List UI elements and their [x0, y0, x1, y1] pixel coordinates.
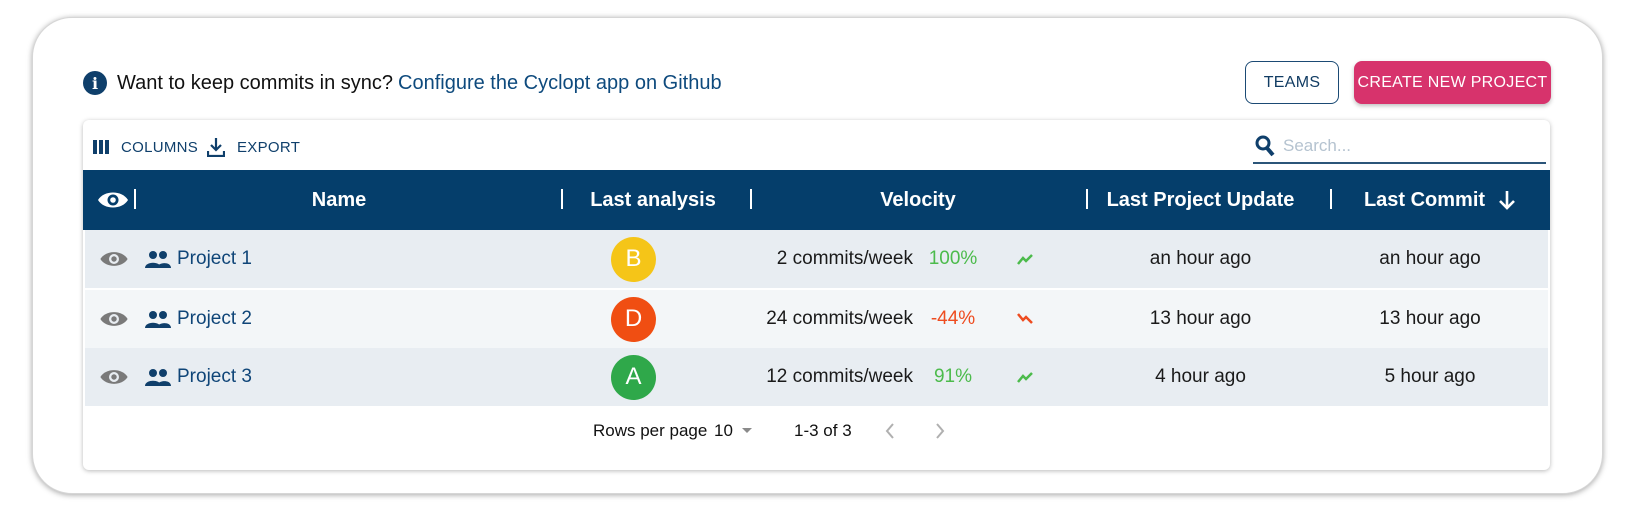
team-project-icon: [145, 290, 171, 348]
last-project-update: 4 hour ago: [1155, 366, 1246, 387]
column-separator: [134, 189, 136, 209]
project-name-link[interactable]: Project 3: [177, 366, 252, 387]
grade-badge: B: [611, 230, 656, 288]
column-separator: [1330, 189, 1332, 209]
people-icon: [145, 311, 171, 328]
last-commit: 13 hour ago: [1379, 308, 1481, 329]
velocity-change: 100%: [928, 248, 978, 269]
table-row[interactable]: Project 3 A 12 commits/week 91% 4 hour a…: [85, 348, 1548, 406]
column-separator: [561, 189, 563, 209]
team-project-icon: [145, 348, 171, 406]
grid-toolbar: COLUMNS EXPORT: [83, 120, 1550, 170]
team-project-icon: [145, 230, 171, 288]
create-new-project-button[interactable]: CREATE NEW PROJECT: [1354, 61, 1551, 104]
pagination: Rows per page 10 1-3 of 3: [83, 403, 1550, 458]
trending-up-icon: [1017, 230, 1033, 288]
next-page-button[interactable]: [933, 403, 947, 458]
search-input[interactable]: [1283, 136, 1533, 156]
export-button[interactable]: EXPORT: [207, 136, 300, 158]
page-range: 1-3 of 3: [794, 420, 852, 440]
last-project-update: 13 hour ago: [1149, 308, 1252, 329]
rows-per-page-select[interactable]: 10: [714, 403, 753, 458]
column-header-last-project-update[interactable]: Last Project Update: [1106, 188, 1295, 211]
column-separator: [750, 189, 752, 209]
table-header: Name Last analysis Velocity Last Project…: [83, 170, 1550, 230]
visibility-toggle[interactable]: [99, 230, 129, 288]
rows-per-page-label: Rows per page: [593, 420, 708, 440]
column-separator: [1086, 189, 1088, 209]
grade-letter: A: [611, 354, 656, 400]
velocity-change: 91%: [933, 366, 973, 387]
people-icon: [145, 251, 171, 268]
column-header-velocity[interactable]: Velocity: [880, 188, 956, 211]
grade-badge: D: [611, 290, 656, 348]
visibility-toggle[interactable]: [99, 290, 129, 348]
eye-icon: [98, 192, 128, 208]
trending-down-icon: [1017, 290, 1033, 348]
last-commit: an hour ago: [1379, 248, 1481, 269]
projects-grid: COLUMNS EXPORT Name Last analysis Veloci…: [83, 120, 1550, 470]
trending-up-icon: [1017, 348, 1033, 406]
chevron-right-icon: [936, 422, 945, 439]
eye-icon: [100, 370, 128, 384]
velocity-value: 2 commits/week: [776, 248, 913, 269]
caret-down-icon: [741, 427, 752, 433]
columns-button[interactable]: COLUMNS: [93, 136, 198, 158]
previous-page-button[interactable]: [883, 403, 897, 458]
project-name-link[interactable]: Project 2: [177, 308, 252, 329]
search-box: [1253, 130, 1546, 164]
columns-label: COLUMNS: [121, 138, 199, 156]
eye-icon: [100, 252, 128, 266]
velocity-value: 24 commits/week: [766, 308, 913, 329]
people-icon: [145, 369, 171, 386]
column-header-last-commit[interactable]: Last Commit: [1333, 170, 1548, 230]
download-icon: [207, 138, 225, 157]
columns-icon: [93, 140, 109, 154]
grade-letter: D: [611, 296, 656, 342]
arrow-down-icon[interactable]: [1497, 189, 1517, 211]
table-row[interactable]: Project 2 D 24 commits/week -44% 13 hour…: [85, 290, 1548, 348]
grade-badge: A: [611, 348, 656, 406]
last-commit-label: Last Commit: [1363, 188, 1486, 211]
configure-github-link[interactable]: Configure the Cyclopt app on Github: [398, 71, 722, 94]
column-header-name[interactable]: Name: [311, 188, 367, 211]
teams-button[interactable]: TEAMS: [1245, 61, 1339, 104]
velocity-change: -44%: [930, 308, 976, 329]
chevron-left-icon: [885, 422, 894, 439]
info-icon: i: [83, 71, 107, 95]
table-row[interactable]: Project 1 B 2 commits/week 100% an hour …: [85, 230, 1548, 288]
velocity-value: 12 commits/week: [766, 366, 913, 387]
sync-banner: i Want to keep commits in sync? Configur…: [83, 68, 722, 98]
visibility-column-header[interactable]: [93, 170, 133, 230]
eye-icon: [100, 312, 128, 326]
banner-text: Want to keep commits in sync?: [117, 71, 394, 94]
last-project-update: an hour ago: [1149, 248, 1252, 269]
rows-per-page-value: 10: [714, 420, 733, 440]
last-commit: 5 hour ago: [1384, 366, 1476, 387]
export-label: EXPORT: [237, 138, 301, 156]
column-header-last-analysis[interactable]: Last analysis: [590, 188, 716, 211]
project-name-link[interactable]: Project 1: [177, 248, 252, 269]
visibility-toggle[interactable]: [99, 348, 129, 406]
grade-letter: B: [611, 236, 656, 282]
search-icon: [1255, 135, 1275, 157]
